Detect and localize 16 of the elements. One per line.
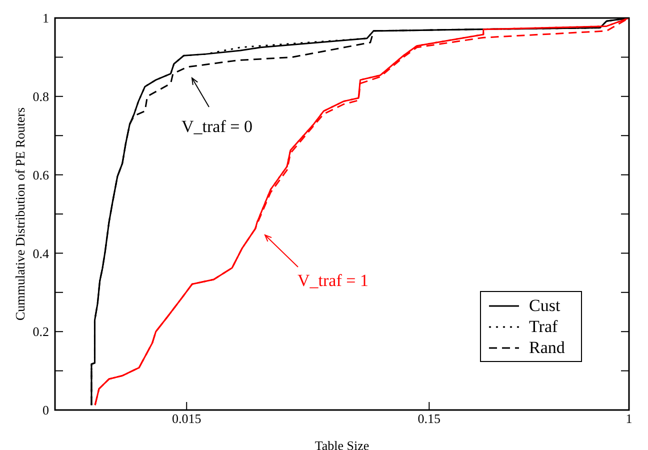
x-axis-title: Table Size (314, 438, 370, 450)
x-tick-label: 0.015 (172, 411, 202, 426)
y-tick-label: 0.4 (32, 246, 50, 261)
y-tick-label: 0.8 (32, 89, 49, 104)
annotation: V_traf = 0 (182, 117, 252, 136)
y-tick-label: 0 (42, 402, 49, 418)
x-tick-label: 1 (626, 411, 632, 426)
legend-label: Rand (529, 338, 565, 358)
y-tick-label: 1 (42, 10, 49, 26)
x-tick-label: 0.15 (418, 411, 441, 426)
y-tick-label: 0.2 (32, 324, 49, 340)
y-tick-label: 0.6 (32, 167, 50, 182)
legend-label: Cust (529, 296, 560, 316)
legend-label: Traf (529, 316, 558, 336)
annotation: V_traf = 1 (298, 271, 368, 290)
y-axis-title: Cummulative Distribution of PE Routers (12, 107, 28, 321)
